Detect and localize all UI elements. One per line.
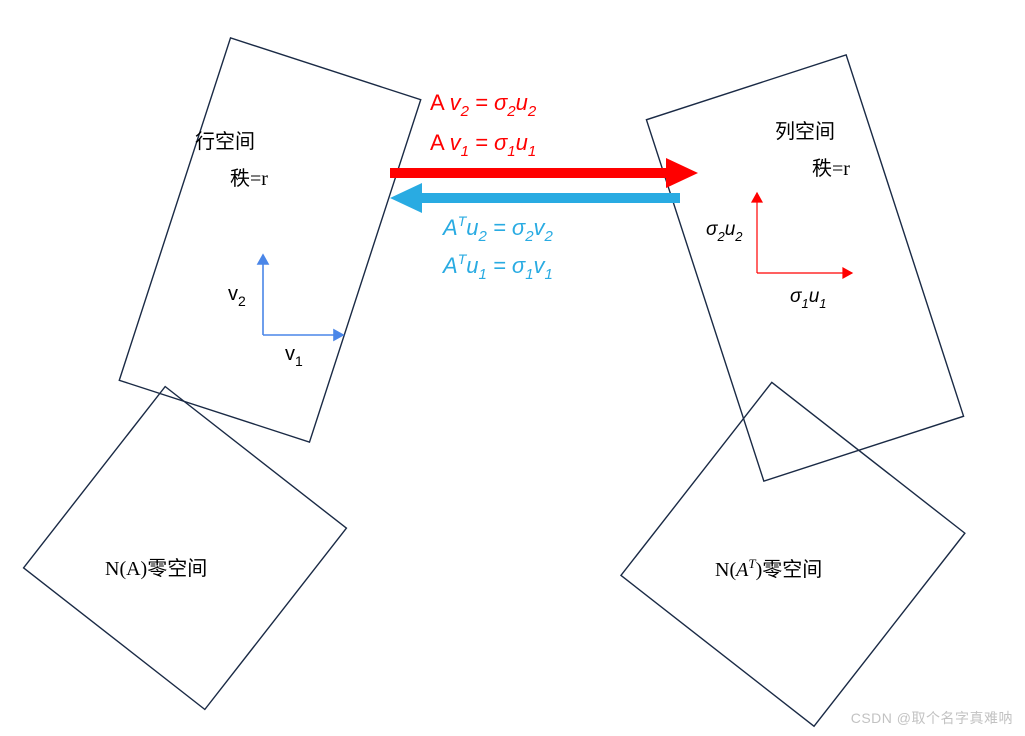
red-eq2: A v1 = σ1u1: [430, 130, 536, 160]
null-AT-box: [621, 382, 965, 726]
col-space-title: 列空间: [775, 120, 835, 143]
v1-label: v1: [285, 343, 303, 369]
red-eq1: A v2 = σ2u2: [430, 90, 537, 120]
col-space-box: [646, 55, 963, 481]
null-AT-label: N(AT)零空间: [715, 556, 822, 581]
col-space-rank: 秩=r: [812, 157, 850, 180]
diagram-svg: 行空间 秩=r v1 v2 列空间 秩=r σ2u2 σ1u1 N(A)零空间: [0, 0, 1025, 736]
row-space-title: 行空间: [195, 130, 255, 153]
null-A-label: N(A)零空间: [105, 557, 207, 580]
row-space-box: [119, 38, 420, 442]
u-axes: [752, 193, 852, 278]
red-arrow: [390, 158, 698, 188]
null-A-box: [24, 387, 347, 710]
row-space-rank: 秩=r: [230, 167, 268, 190]
sigma2u2-label: σ2u2: [706, 219, 743, 244]
v-axes: [258, 255, 343, 340]
v2-label: v2: [228, 283, 246, 309]
sigma1u1-label: σ1u1: [790, 286, 827, 311]
blue-eq1: ATu2 = σ2v2: [441, 213, 554, 245]
blue-arrow: [390, 183, 680, 213]
blue-eq2: ATu1 = σ1v1: [441, 251, 553, 283]
watermark-text: CSDN @取个名字真难呐: [851, 708, 1013, 728]
